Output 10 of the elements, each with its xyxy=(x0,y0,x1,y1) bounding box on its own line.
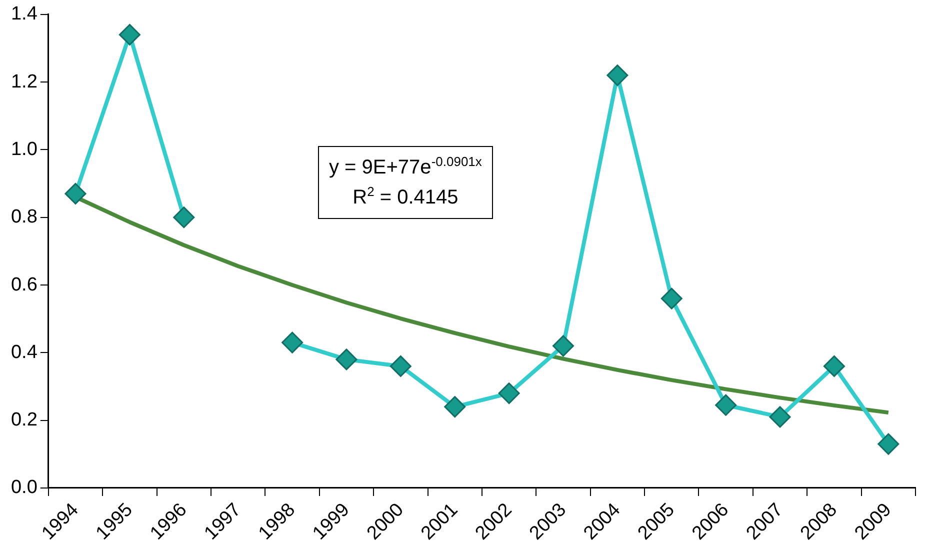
annotation: R$^{2}$ = 0.4145 xyxy=(352,182,460,210)
y-tick-label: 0.2 xyxy=(10,410,38,431)
y-tick-label: 1.2 xyxy=(10,71,38,92)
y-tick-label: 0.8 xyxy=(10,206,38,228)
y-tick-label: 1.0 xyxy=(10,138,38,160)
annotation: y = 9E+77e$^{-0.0901x}$ xyxy=(329,153,482,181)
y-tick-label: 0.6 xyxy=(10,274,38,296)
y-tick-label: 1.4 xyxy=(10,4,38,25)
y-tick-label: 0.4 xyxy=(10,342,38,363)
y-tick-label: 0.0 xyxy=(10,477,38,498)
